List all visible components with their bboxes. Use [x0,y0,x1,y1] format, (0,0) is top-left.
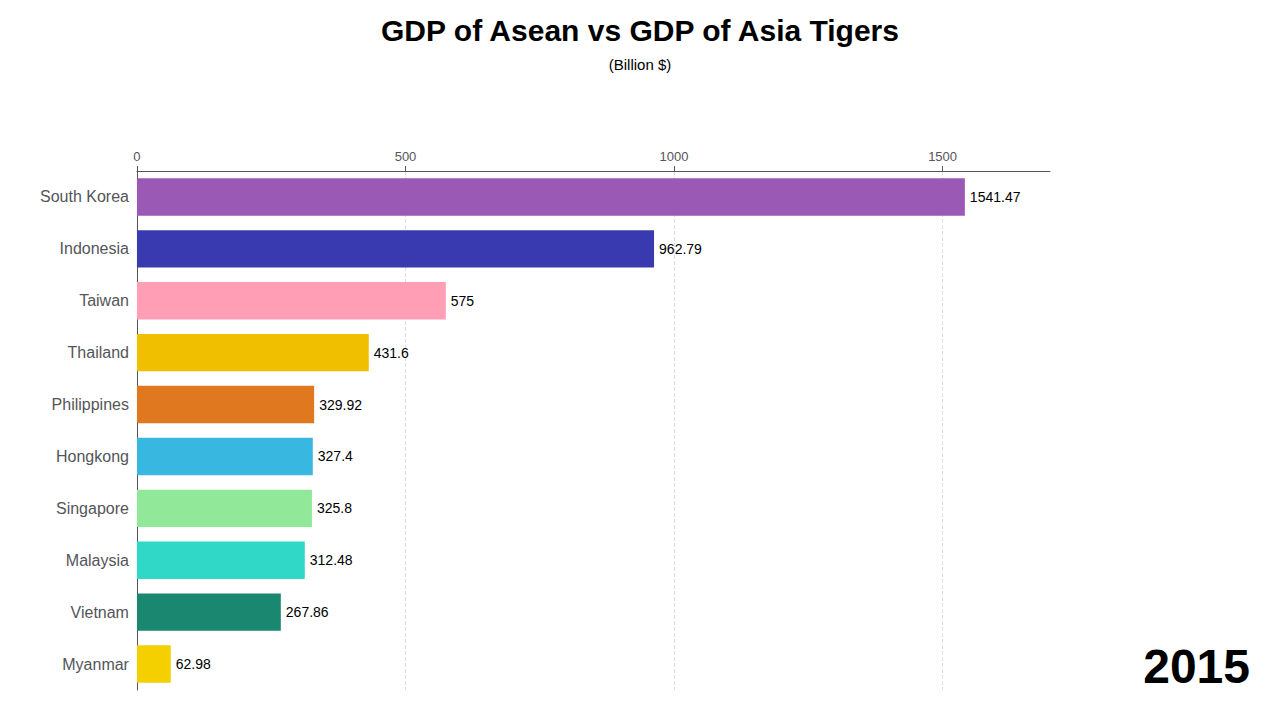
svg-text:Singapore: Singapore [56,500,129,517]
svg-text:431.6: 431.6 [374,345,409,361]
svg-text:Hongkong: Hongkong [56,448,129,465]
svg-text:329.92: 329.92 [319,397,362,413]
svg-text:312.48: 312.48 [310,552,353,568]
svg-text:Vietnam: Vietnam [71,604,129,621]
svg-text:Taiwan: Taiwan [79,292,129,309]
svg-text:Myanmar: Myanmar [62,656,129,673]
svg-text:62.98: 62.98 [176,656,211,672]
svg-text:Philippines: Philippines [52,396,129,413]
svg-text:1541.47: 1541.47 [970,189,1021,205]
svg-text:South Korea: South Korea [40,188,129,205]
svg-text:267.86: 267.86 [286,604,329,620]
svg-text:0: 0 [133,149,140,164]
svg-text:500: 500 [395,149,417,164]
svg-text:GDP of Asean vs GDP of Asia Ti: GDP of Asean vs GDP of Asia Tigers [381,14,899,47]
svg-text:962.79: 962.79 [659,241,702,257]
svg-text:2015: 2015 [1143,640,1250,693]
svg-text:Malaysia: Malaysia [66,552,129,569]
svg-text:1500: 1500 [928,149,957,164]
svg-text:Indonesia: Indonesia [60,240,129,257]
svg-text:Thailand: Thailand [68,344,129,361]
svg-text:327.4: 327.4 [318,448,353,464]
svg-text:325.8: 325.8 [317,500,352,516]
svg-text:575: 575 [451,293,475,309]
svg-text:1000: 1000 [660,149,689,164]
svg-text:(Billion $): (Billion $) [609,56,672,73]
